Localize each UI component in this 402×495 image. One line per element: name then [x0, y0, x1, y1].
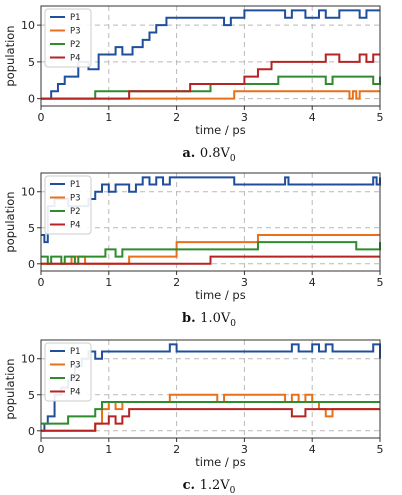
- x-tick-label: 5: [377, 111, 384, 124]
- series-line-p3: [41, 90, 380, 100]
- legend-box: [44, 342, 92, 402]
- caption-subscript: 0: [230, 486, 236, 495]
- chart-panel-1: 0 1 2 3 4 5 0 5 10 time / ps population P1 P3 P2 P4 a. …: [3, 5, 384, 164]
- y-axis-label: population: [3, 358, 17, 419]
- x-tick-label: 0: [38, 276, 45, 289]
- x-tick-label: 4: [309, 276, 316, 289]
- plot-frame: [40, 172, 381, 272]
- series-line-p2: [41, 75, 381, 100]
- x-tick-label: 3: [241, 276, 248, 289]
- legend-label-p4: P4: [70, 388, 81, 398]
- legend-label-p2: P2: [70, 207, 81, 217]
- x-tick-label: 2: [173, 276, 180, 289]
- x-tick-label: 3: [241, 443, 248, 456]
- legend-box: [44, 175, 92, 235]
- y-tick-label: 10: [21, 186, 35, 199]
- caption-subscript: 0: [230, 154, 236, 164]
- panel-caption: c. 1.2V0: [183, 478, 236, 495]
- legend-label-p3: P3: [70, 361, 81, 371]
- legend-label-p1: P1: [70, 13, 81, 23]
- series-line-p3: [41, 393, 380, 432]
- caption-value: 1.0V: [200, 311, 231, 326]
- legend-label-p4: P4: [70, 54, 81, 64]
- legend-label-p4: P4: [70, 221, 81, 231]
- caption-letter: b.: [182, 311, 200, 326]
- y-tick-label: 10: [21, 19, 35, 32]
- x-tick-label: 5: [377, 443, 384, 456]
- series-line-p2: [41, 400, 380, 425]
- series-line-p2: [41, 241, 381, 265]
- x-tick-label: 0: [38, 443, 45, 456]
- plot-frame: [40, 5, 381, 107]
- caption-value: 1.2V: [200, 478, 231, 493]
- x-tick-label: 1: [105, 111, 112, 124]
- legend-label-p2: P2: [70, 374, 81, 384]
- series-line-p1: [41, 176, 381, 244]
- series-line-p4: [41, 408, 380, 432]
- x-tick-label: 1: [105, 443, 112, 456]
- chart-panel-3: 0 1 2 3 4 5 0 5 10 time / ps population P1 P3 P2 P4 c. …: [3, 339, 384, 495]
- legend-box: [44, 8, 92, 68]
- y-axis-label: population: [3, 25, 17, 86]
- legend-label-p3: P3: [70, 27, 81, 37]
- legend-label-p2: P2: [70, 40, 81, 50]
- x-tick-label: 0: [38, 111, 45, 124]
- x-tick-label: 2: [173, 111, 180, 124]
- chart-panel-2: 0 1 2 3 4 5 0 5 10 time / ps population P1 P3 P2 P4 b. …: [3, 172, 384, 329]
- y-tick-label: 5: [28, 222, 35, 235]
- legend: P1 P3 P2 P4: [44, 8, 92, 68]
- caption-letter: a.: [182, 146, 199, 161]
- y-tick-label: 10: [21, 353, 35, 366]
- legend-label-p1: P1: [70, 347, 81, 357]
- legend: P1 P3 P2 P4: [44, 175, 92, 235]
- series-line-p1: [41, 343, 381, 432]
- x-tick-label: 4: [309, 111, 316, 124]
- x-tick-label: 1: [105, 276, 112, 289]
- x-tick-label: 5: [377, 276, 384, 289]
- x-tick-label: 2: [173, 443, 180, 456]
- x-axis-label: time / ps: [195, 455, 245, 469]
- x-tick-label: 4: [309, 443, 316, 456]
- legend: P1 P3 P2 P4: [44, 342, 92, 402]
- caption-letter: c.: [183, 478, 200, 493]
- panel-caption: b. 1.0V0: [182, 311, 236, 329]
- caption-value: 0.8V: [200, 146, 231, 161]
- y-tick-label: 5: [28, 56, 35, 69]
- x-axis-label: time / ps: [195, 123, 245, 137]
- caption-subscript: 0: [230, 319, 236, 329]
- panel-caption: a. 0.8V0: [182, 146, 236, 164]
- legend-label-p1: P1: [70, 180, 81, 190]
- x-axis-label: time / ps: [195, 288, 245, 302]
- legend-label-p3: P3: [70, 194, 81, 204]
- y-tick-label: 0: [28, 93, 35, 106]
- plot-frame: [40, 339, 381, 439]
- y-axis-label: population: [3, 191, 17, 252]
- series-line-p1: [41, 9, 380, 100]
- y-tick-label: 0: [28, 425, 35, 438]
- series-line-p4: [41, 255, 380, 265]
- x-tick-label: 3: [241, 111, 248, 124]
- series-line-p4: [41, 53, 380, 100]
- y-tick-label: 5: [28, 389, 35, 402]
- y-tick-label: 0: [28, 258, 35, 271]
